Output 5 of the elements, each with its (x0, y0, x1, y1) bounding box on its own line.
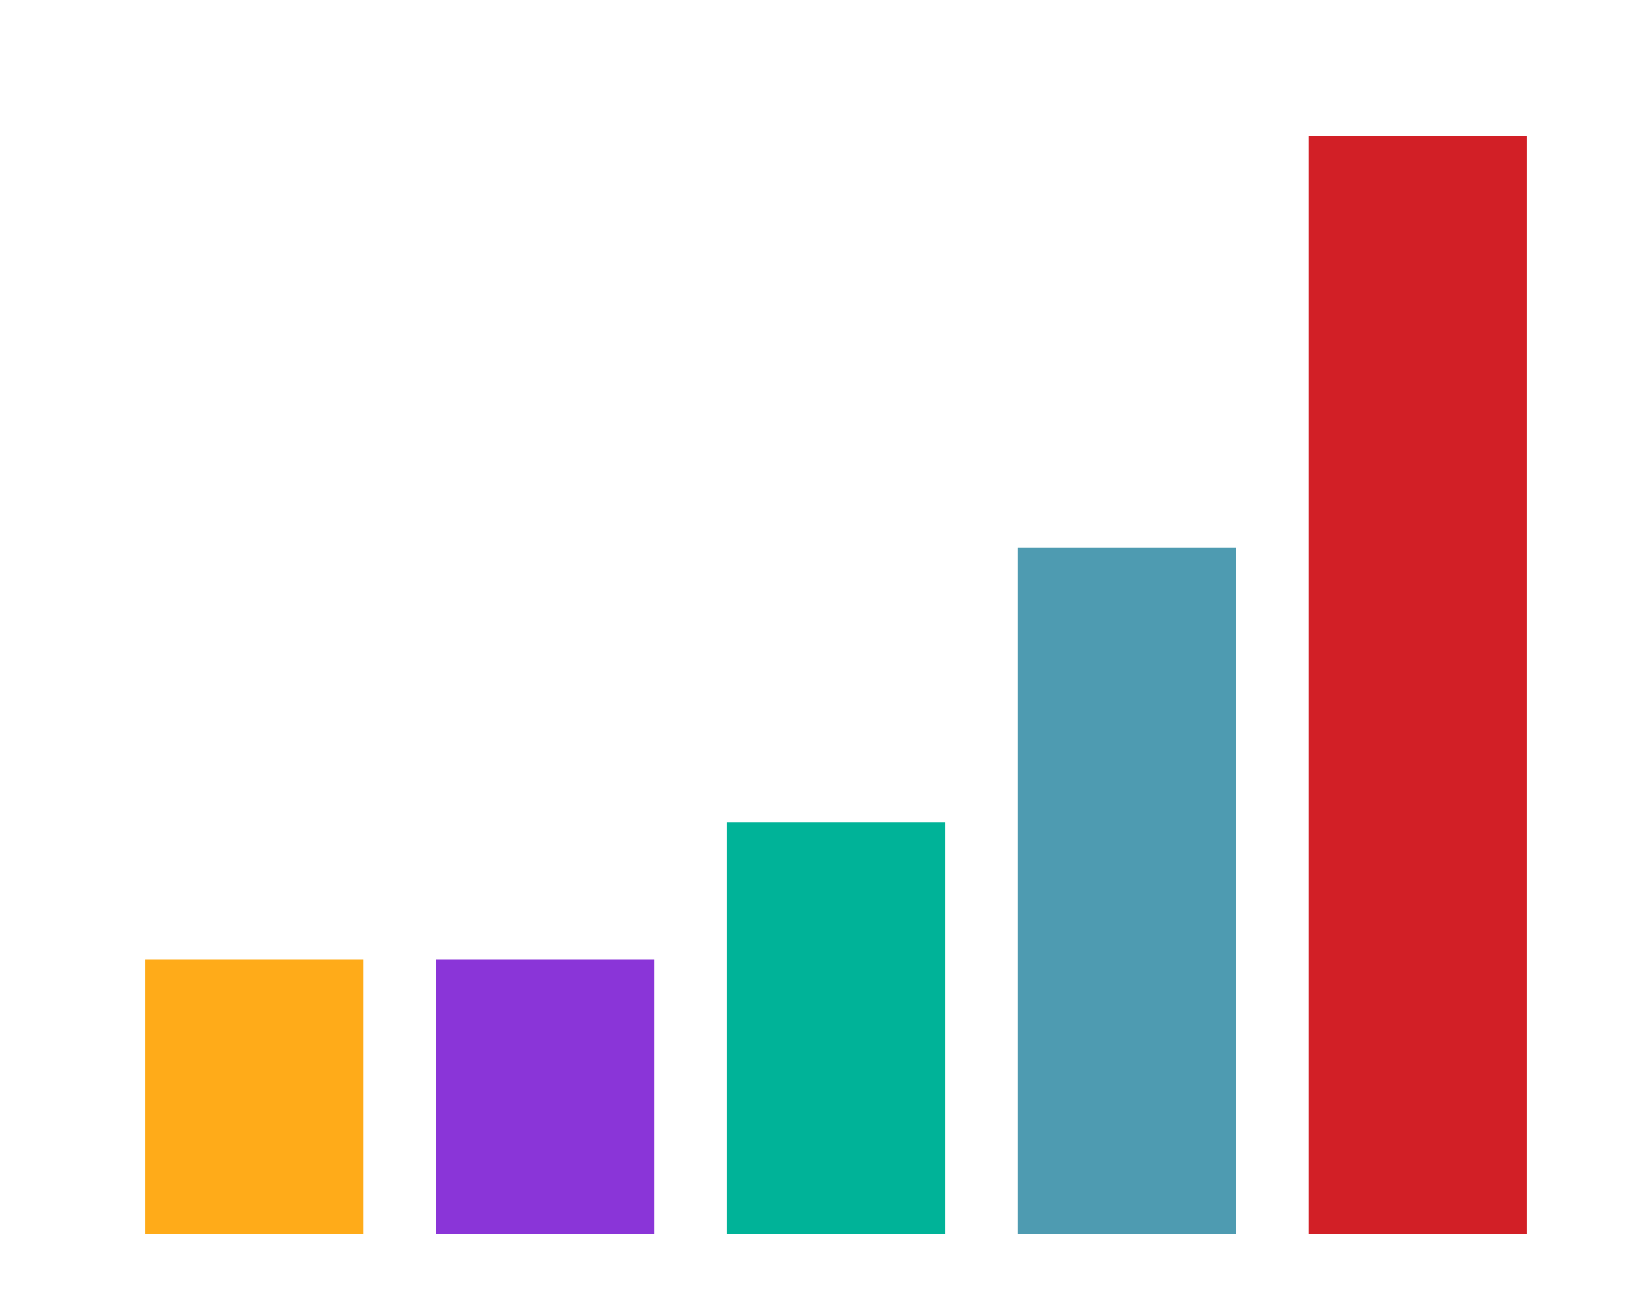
bar (436, 959, 655, 1234)
bar (726, 822, 946, 1234)
bar (1308, 136, 1527, 1234)
bar (1017, 547, 1236, 1234)
bar (145, 959, 364, 1234)
